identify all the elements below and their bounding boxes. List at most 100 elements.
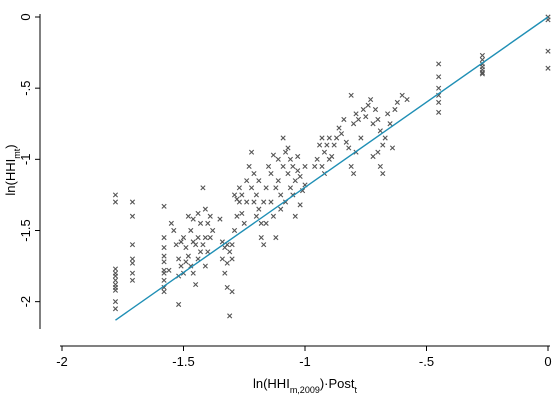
data-point [377, 163, 383, 170]
data-point-stroke [202, 263, 208, 269]
data-point-stroke [285, 170, 291, 177]
data-point [351, 121, 357, 127]
axis-label-text: ) [3, 144, 18, 148]
data-point [129, 242, 136, 248]
data-point-stroke [370, 153, 376, 160]
data-point-stroke [258, 220, 264, 226]
data-point-stroke [275, 156, 281, 162]
data-point-stroke [161, 244, 167, 251]
data-point-stroke [251, 170, 257, 177]
data-point [270, 213, 276, 219]
data-point-stroke [479, 69, 485, 76]
data-point-stroke [329, 153, 335, 160]
data-point-stroke [253, 192, 259, 198]
data-point [348, 92, 354, 98]
data-point-stroke [268, 199, 274, 205]
data-point-stroke [282, 149, 289, 155]
data-point-stroke [129, 270, 136, 276]
data-point [205, 249, 211, 255]
data-point-stroke [394, 99, 400, 105]
data-point [200, 185, 206, 191]
data-point-stroke [292, 178, 298, 184]
data-point-stroke [348, 163, 354, 170]
data-points [112, 14, 551, 319]
data-point [268, 199, 274, 205]
data-point [326, 135, 332, 141]
data-point [129, 213, 136, 219]
data-point-stroke [236, 185, 242, 191]
data-point [380, 142, 386, 148]
data-point-stroke [314, 156, 320, 162]
data-point [375, 149, 381, 155]
data-point-stroke [545, 17, 551, 23]
data-point [372, 106, 379, 113]
data-point [346, 145, 352, 151]
data-point-stroke [193, 281, 199, 288]
data-point-stroke [205, 249, 211, 255]
data-point-stroke [436, 109, 442, 115]
data-point-stroke [278, 192, 284, 198]
data-point-stroke [338, 131, 345, 137]
data-point [280, 135, 286, 141]
data-point-stroke [297, 202, 303, 208]
data-point-stroke [399, 92, 405, 98]
data-point [224, 260, 230, 266]
data-point-stroke [268, 170, 274, 177]
data-point-stroke [436, 74, 442, 80]
x-tick-label: -1 [299, 354, 311, 369]
data-point [112, 287, 119, 293]
data-point-stroke [173, 242, 179, 248]
data-point [343, 139, 349, 145]
data-point-stroke [200, 185, 206, 191]
data-point [479, 69, 485, 76]
data-point [290, 163, 296, 170]
data-point-stroke [436, 92, 442, 98]
data-point [188, 227, 194, 234]
data-point-stroke [299, 188, 306, 194]
data-point [112, 192, 119, 198]
data-point-stroke [297, 173, 303, 179]
data-point [112, 299, 119, 305]
y-tick-label: -.5 [18, 81, 33, 96]
data-point [180, 235, 187, 241]
data-point [251, 170, 257, 177]
axes: 0 -.5 -1 -1.5 -2 -2 -1.5 -1 -.5 0 [18, 13, 552, 369]
data-point [404, 96, 410, 103]
data-point [161, 203, 167, 209]
data-point-stroke [183, 259, 189, 265]
data-point [282, 149, 289, 155]
data-point [268, 170, 274, 177]
data-point [222, 270, 228, 276]
data-point-stroke [351, 170, 357, 177]
data-point-stroke [227, 249, 233, 255]
data-point [287, 156, 294, 162]
data-point [227, 313, 233, 319]
data-point [178, 239, 184, 245]
data-point-stroke [129, 256, 136, 262]
data-point [319, 163, 325, 170]
data-point-stroke [387, 121, 393, 127]
data-point [227, 249, 233, 255]
data-point [297, 173, 303, 179]
data-point-stroke [224, 284, 230, 291]
data-point [436, 61, 442, 67]
data-point-stroke [365, 102, 371, 108]
data-point-stroke [270, 213, 276, 219]
data-point-stroke [321, 149, 328, 155]
data-point [312, 163, 318, 170]
data-point [370, 153, 376, 160]
data-point [229, 289, 235, 295]
data-point-stroke [166, 267, 172, 273]
data-point [183, 244, 189, 251]
data-point-stroke [253, 213, 259, 219]
axis-label-subscript: mt [12, 148, 22, 158]
data-point [200, 242, 206, 248]
data-point [229, 242, 235, 248]
data-point [231, 192, 238, 198]
data-point-stroke [176, 301, 182, 308]
data-point-stroke [380, 142, 386, 148]
data-point [190, 270, 196, 276]
data-point [195, 210, 201, 216]
data-point [253, 213, 259, 219]
